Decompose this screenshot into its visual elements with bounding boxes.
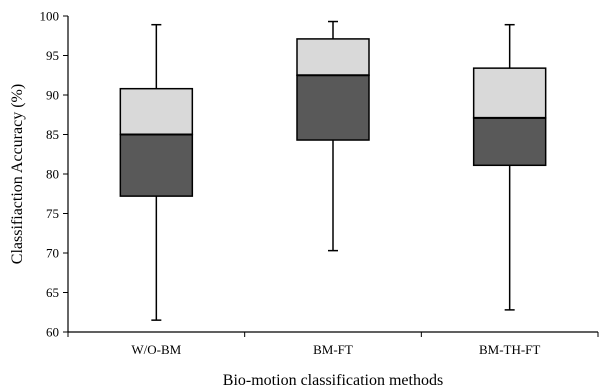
x-tick-label: BM-FT xyxy=(313,342,353,357)
upper-box xyxy=(119,87,194,136)
lower-box xyxy=(472,117,547,167)
y-tick-label: 80 xyxy=(46,167,59,182)
upper-box xyxy=(472,67,547,119)
upper-box xyxy=(296,38,370,76)
y-tick-label: 95 xyxy=(46,48,59,63)
lower-box xyxy=(296,74,370,141)
y-tick-label: 60 xyxy=(46,325,59,340)
x-tick-label: W/O-BM xyxy=(131,342,181,357)
y-tick-label: 65 xyxy=(46,285,59,300)
lower-box xyxy=(119,133,194,197)
x-axis-title: Bio-motion classification methods xyxy=(223,372,443,389)
y-tick-label: 85 xyxy=(46,127,59,142)
x-tick-label: BM-TH-FT xyxy=(479,342,540,357)
y-tick-label: 90 xyxy=(46,88,59,103)
y-tick-label: 75 xyxy=(46,206,59,221)
box-bm-ft xyxy=(296,20,370,252)
y-tick-label: 100 xyxy=(40,9,60,24)
y-axis: 60 65 70 75 80 85 90 95 100 xyxy=(40,9,69,340)
y-axis-title: Classifiaction Accuracy (%) xyxy=(9,84,26,264)
x-axis: W/O-BM BM-FT BM-TH-FT xyxy=(67,331,599,357)
plot-area xyxy=(119,20,547,321)
box-w-o-bm xyxy=(119,23,194,321)
box-bm-th-ft xyxy=(472,23,547,311)
y-tick-label: 70 xyxy=(46,246,59,261)
